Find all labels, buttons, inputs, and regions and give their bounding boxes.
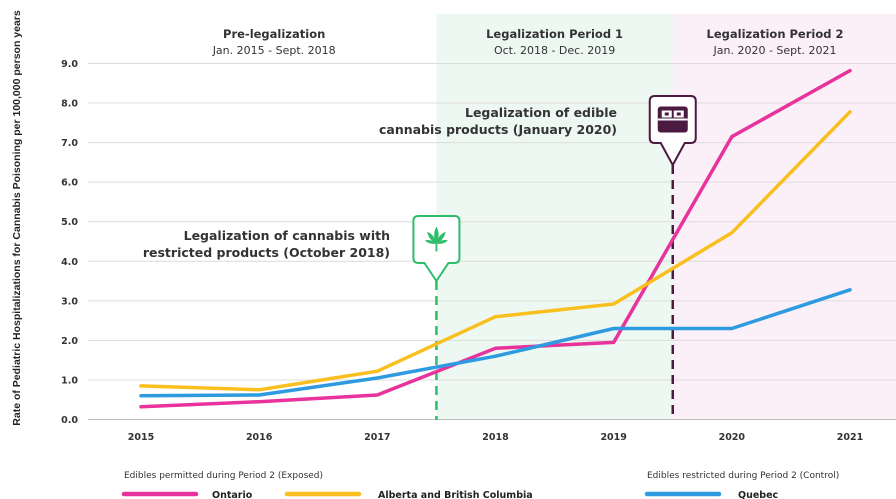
x-tick-label: 2021 [837,432,863,443]
period-subtitle: Jan. 2020 - Sept. 2021 [713,44,837,57]
y-tick-label: 7.0 [61,138,78,149]
event-label-line: Legalization of cannabis with [184,228,390,243]
period-band-3 [672,14,896,420]
x-axis-ticks: 2015 2016 2017 2018 2019 2020 2021 [128,432,863,443]
y-tick-label: 8.0 [61,99,78,110]
series-line-ontario [139,68,852,409]
y-tick-label: 3.0 [61,296,78,307]
x-tick-label: 2017 [364,432,390,443]
series-line-quebec [139,288,852,398]
y-tick-label: 9.0 [61,59,78,70]
event-markers: Legalization of cannabis with restricted … [143,95,697,420]
edible-package-icon [657,106,688,133]
x-tick-label: 2020 [719,432,746,443]
period-title: Pre-legalization [223,27,325,41]
period-bands [81,14,896,420]
series-lines [139,68,852,409]
period-title: Legalization Period 1 [486,27,623,41]
series-line-alberta-and-british-columbia [139,110,852,392]
event-label-line: Legalization of edible [465,105,617,120]
period-subtitle: Jan. 2015 - Sept. 2018 [212,44,336,57]
y-tick-label: 4.0 [61,257,78,268]
event-marker-1: Legalization of cannabis with restricted … [143,215,461,420]
y-axis-ticks: 0.0 1.0 2.0 3.0 4.0 5.0 6.0 7.0 8.0 9.0 [61,59,78,426]
cannabis-leaf-icon [424,226,449,252]
legend-group-title: Edibles permitted during Period 2 (Expos… [124,471,323,481]
period-headers: Pre-legalization Jan. 2015 - Sept. 2018 Le… [212,27,844,57]
period-band-1 [81,14,437,420]
y-axis-label: Rate of Pediatric Hospitalizations for C… [11,10,23,426]
x-tick-label: 2019 [600,432,626,443]
y-tick-label: 2.0 [61,336,78,347]
y-tick-label: 5.0 [61,217,78,228]
legend-group-title: Edibles restricted during Period 2 (Cont… [647,471,839,481]
y-tick-label: 6.0 [61,178,78,189]
gridlines [88,63,896,420]
y-tick-label: 0.0 [61,415,78,426]
event-label-line: cannabis products (January 2020) [379,122,617,137]
legend-label: Ontario [212,490,253,499]
event-label-line: restricted products (October 2018) [143,245,390,260]
y-tick-label: 1.0 [61,375,78,386]
event-marker-2: Legalization of edible cannabis products … [379,95,697,420]
legend: Edibles permitted during Period 2 (Expos… [121,471,839,499]
period-title: Legalization Period 2 [707,27,844,41]
period-band-2 [436,14,673,420]
legend-label: Alberta and British Columbia [378,490,533,499]
x-tick-label: 2018 [482,432,509,443]
legend-label: Quebec [738,490,778,499]
period-subtitle: Oct. 2018 - Dec. 2019 [494,44,615,57]
x-tick-label: 2015 [128,432,154,443]
x-tick-label: 2016 [246,432,273,443]
